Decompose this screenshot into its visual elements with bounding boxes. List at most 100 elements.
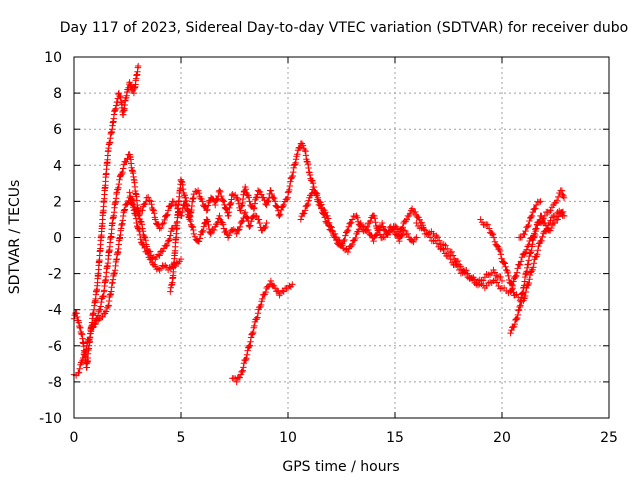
data-point bbox=[537, 198, 544, 205]
data-point bbox=[199, 228, 206, 236]
data-point bbox=[123, 201, 130, 208]
data-point bbox=[138, 221, 146, 228]
data-point bbox=[517, 258, 525, 265]
data-point bbox=[116, 176, 123, 183]
data-point bbox=[247, 334, 255, 341]
data-point bbox=[522, 227, 529, 235]
data-point bbox=[217, 188, 224, 196]
data-point bbox=[485, 225, 493, 232]
y-tick-label: 6 bbox=[53, 122, 62, 138]
data-point bbox=[367, 217, 374, 225]
data-point bbox=[497, 273, 504, 281]
data-point bbox=[513, 316, 520, 323]
data-point bbox=[196, 235, 204, 242]
data-point bbox=[99, 313, 106, 321]
data-point bbox=[516, 261, 524, 268]
data-point bbox=[236, 374, 244, 381]
data-point bbox=[440, 246, 447, 253]
data-point bbox=[297, 216, 305, 223]
data-point bbox=[167, 288, 174, 295]
data-point bbox=[370, 237, 377, 245]
data-point bbox=[301, 207, 309, 214]
data-point bbox=[242, 356, 250, 363]
data-point bbox=[548, 224, 555, 232]
data-point bbox=[496, 247, 504, 255]
data-point bbox=[92, 320, 99, 328]
data-point bbox=[332, 236, 340, 244]
data-point bbox=[521, 231, 528, 238]
data-point bbox=[241, 210, 248, 217]
data-point bbox=[390, 226, 398, 234]
y-axis-label: SDTVAR / TECUs bbox=[7, 180, 23, 295]
data-point bbox=[249, 330, 256, 337]
data-point bbox=[182, 194, 190, 202]
data-point bbox=[484, 221, 491, 229]
data-point bbox=[160, 263, 168, 270]
data-point bbox=[309, 179, 317, 187]
data-point bbox=[178, 212, 185, 220]
data-point bbox=[329, 228, 336, 235]
y-tick-label: -10 bbox=[39, 411, 62, 427]
data-point bbox=[166, 235, 173, 243]
data-point bbox=[240, 359, 248, 367]
data-point bbox=[99, 293, 107, 300]
data-point bbox=[190, 226, 197, 234]
data-point bbox=[223, 205, 230, 212]
data-point bbox=[294, 151, 301, 158]
data-point bbox=[115, 184, 122, 191]
data-point bbox=[128, 82, 135, 89]
data-point bbox=[245, 194, 253, 201]
data-point bbox=[528, 247, 535, 255]
data-point bbox=[139, 207, 146, 214]
data-point bbox=[200, 223, 208, 230]
data-point bbox=[327, 223, 334, 230]
data-point bbox=[396, 237, 403, 245]
data-point bbox=[260, 194, 267, 201]
data-point bbox=[533, 225, 540, 232]
data-point bbox=[510, 323, 518, 331]
data-point bbox=[354, 214, 361, 221]
data-point bbox=[322, 209, 329, 216]
y-tick-label: 8 bbox=[53, 86, 62, 102]
data-point bbox=[462, 270, 470, 277]
data-point bbox=[479, 277, 487, 284]
data-point bbox=[426, 234, 434, 241]
data-point bbox=[186, 213, 194, 221]
data-point bbox=[410, 238, 417, 246]
data-point bbox=[257, 301, 265, 309]
data-point bbox=[207, 230, 215, 238]
data-point bbox=[299, 142, 307, 149]
data-point bbox=[165, 237, 173, 244]
data-point bbox=[408, 205, 416, 212]
data-point bbox=[205, 225, 213, 233]
data-point bbox=[509, 284, 516, 292]
data-point bbox=[97, 306, 104, 313]
data-point bbox=[268, 190, 275, 198]
data-point bbox=[525, 241, 532, 249]
data-point bbox=[454, 262, 461, 270]
data-point bbox=[525, 221, 532, 229]
data-point bbox=[375, 227, 383, 234]
data-point bbox=[514, 265, 521, 272]
data-point bbox=[159, 248, 167, 255]
data-point bbox=[305, 197, 312, 204]
data-point bbox=[204, 206, 211, 213]
data-point bbox=[250, 328, 257, 336]
data-point bbox=[247, 218, 255, 225]
data-point bbox=[236, 226, 243, 233]
data-point bbox=[526, 271, 534, 279]
data-point bbox=[115, 180, 123, 188]
axis-ticks: 0 5 10 15 20 25 -10 -8 -6 -4 -2 0 2 4 6 8 10 bbox=[39, 50, 618, 446]
data-point bbox=[75, 369, 83, 376]
data-point bbox=[219, 197, 227, 204]
data-point bbox=[406, 210, 414, 218]
data-point bbox=[491, 238, 499, 245]
data-point bbox=[113, 189, 120, 196]
data-point bbox=[73, 310, 80, 317]
data-point bbox=[242, 186, 250, 193]
series-track-c bbox=[87, 194, 185, 331]
data-point bbox=[553, 197, 561, 204]
data-point bbox=[362, 227, 370, 234]
data-point bbox=[551, 219, 558, 227]
data-point bbox=[216, 212, 223, 220]
